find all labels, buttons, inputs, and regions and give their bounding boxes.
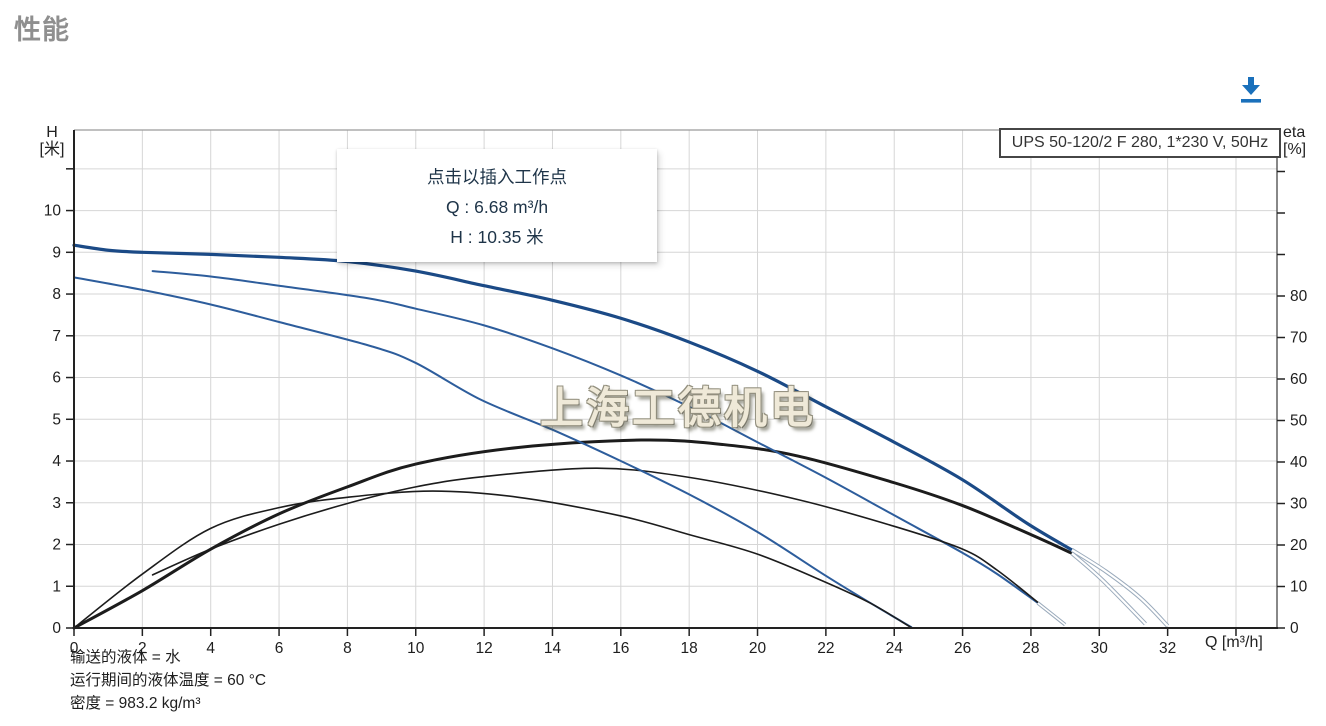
y-left-tick-label: 1 <box>52 578 61 595</box>
y-right-tick-label: 70 <box>1290 330 1308 347</box>
x-tick-label: 2 <box>138 640 147 657</box>
x-tick-label: 14 <box>544 640 562 657</box>
y-left-tick-label: 4 <box>52 453 61 470</box>
download-button[interactable] <box>1236 74 1266 106</box>
y-left-tick-label: 3 <box>52 495 61 512</box>
duty-point-tooltip: 点击以插入工作点 Q : 6.68 m³/h H : 10.35 米 <box>337 149 657 262</box>
download-icon <box>1241 77 1261 103</box>
y-right-tick-label: 0 <box>1290 620 1299 637</box>
y-left-tick-label: 0 <box>52 620 61 637</box>
speed3-head-extension <box>1070 548 1170 628</box>
speed3-eta-extension-inner <box>1071 552 1147 625</box>
y-left-tick-label: 6 <box>52 370 61 387</box>
y-right-axis-title-line2: [%] <box>1283 141 1307 158</box>
x-tick-label: 4 <box>206 640 215 657</box>
liquid-notes: 输送的液体 = 水 运行期间的液体温度 = 60 °C 密度 = 983.2 k… <box>70 646 266 715</box>
y-left-tick-label: 7 <box>52 328 61 345</box>
y-right-tick-label: 50 <box>1290 413 1308 430</box>
x-tick-label: 30 <box>1091 640 1109 657</box>
y-right-tick-label: 60 <box>1290 371 1308 388</box>
note-pumped-liquid: 输送的液体 = 水 <box>70 649 181 666</box>
x-tick-label: 32 <box>1159 640 1176 657</box>
x-axis-title: Q [m³/h] <box>1205 634 1263 651</box>
y-left-axis-title: H [米] <box>30 124 74 158</box>
y-right-axis-title-line1: eta <box>1283 124 1306 141</box>
x-tick-label: 12 <box>475 640 492 657</box>
y-left-tick-label: 5 <box>52 411 61 428</box>
y-left-tick-label: 9 <box>52 244 61 261</box>
y-left-axis-title-line1: H <box>46 124 58 141</box>
speed3-head-extension-inner <box>1071 549 1169 627</box>
y-left-axis-title-line2: [米] <box>39 141 65 158</box>
x-tick-label: 0 <box>70 640 79 657</box>
note-liquid-temperature: 运行期间的液体温度 = 60 °C <box>70 672 267 689</box>
tooltip-hint-line: 点击以插入工作点 <box>427 167 567 187</box>
x-tick-label: 6 <box>275 640 284 657</box>
y-right-tick-label: 40 <box>1290 454 1308 471</box>
y-right-tick-label: 80 <box>1290 288 1308 305</box>
speed1-eta-curve <box>73 490 913 629</box>
speed2-head-curve <box>151 270 1039 604</box>
page-title: 性能 <box>14 15 70 45</box>
y-left-tick-label: 2 <box>52 537 61 554</box>
tooltip-head-value: H : 10.35 米 <box>450 227 544 247</box>
speed1-head-curve <box>73 276 913 629</box>
y-right-axis-title: eta [%] <box>1283 124 1325 158</box>
tooltip-flow-value: Q : 6.68 m³/h <box>445 197 549 217</box>
x-tick-label: 8 <box>343 640 352 657</box>
y-right-tick-label: 10 <box>1290 579 1308 596</box>
watermark: 上海工德机电 <box>540 384 816 434</box>
speed2-eta-curve <box>151 467 1039 604</box>
x-tick-label: 28 <box>1022 640 1039 657</box>
x-tick-label: 26 <box>954 640 971 657</box>
y-right-tick-label: 30 <box>1290 496 1308 513</box>
y-left-tick-label: 8 <box>52 286 61 303</box>
pump-model-label: UPS 50-120/2 F 280, 1*230 V, 50Hz <box>999 128 1281 158</box>
x-tick-label: 10 <box>407 640 425 657</box>
note-density: 密度 = 983.2 kg/m³ <box>70 695 201 712</box>
speed3-eta-curve <box>72 438 1074 630</box>
y-right-tick-label: 20 <box>1290 537 1308 554</box>
speed3-head-curve <box>72 243 1074 552</box>
x-tick-label: 24 <box>886 640 904 657</box>
speed2-extension-inner <box>1037 602 1066 626</box>
x-tick-label: 22 <box>817 640 834 657</box>
x-tick-label: 20 <box>749 640 767 657</box>
x-tick-label: 16 <box>612 640 629 657</box>
y-left-tick-label: 10 <box>44 203 62 220</box>
x-tick-label: 18 <box>681 640 698 657</box>
